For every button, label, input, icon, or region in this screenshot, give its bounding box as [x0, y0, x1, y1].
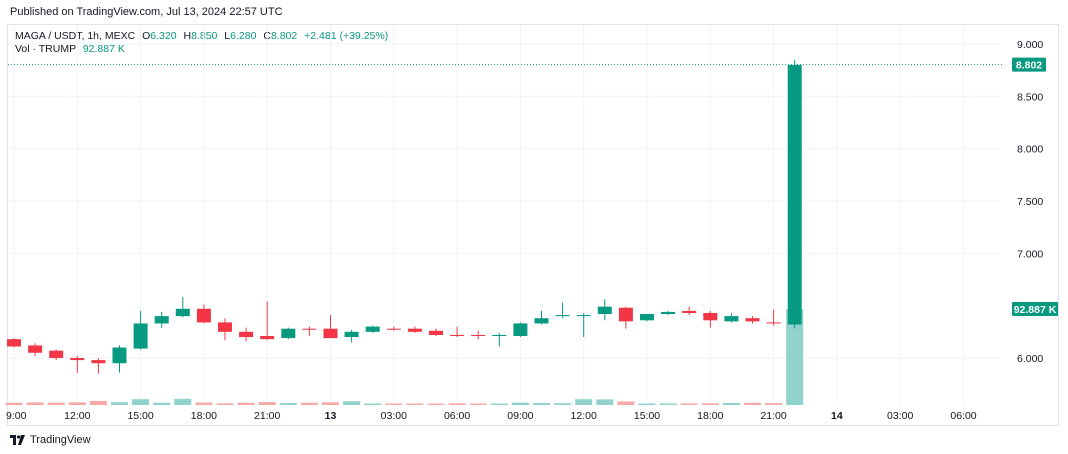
- published-line: Published on TradingView.com, Jul 13, 20…: [10, 6, 283, 18]
- high-value: 8.850: [191, 30, 218, 42]
- tradingview-logo-icon: [10, 435, 25, 445]
- chart-frame: [7, 24, 1059, 426]
- change-value: +2.481 (+39.25%): [304, 30, 389, 42]
- volume-label[interactable]: Vol · TRUMP: [15, 43, 76, 55]
- open-value: 6.320: [150, 30, 177, 42]
- symbol-name[interactable]: MAGA / USDT, 1h, MEXC: [15, 30, 136, 42]
- symbol-legend: MAGA / USDT, 1h, MEXC O6.320 H8.850 L6.2…: [15, 30, 388, 42]
- close-value: 8.802: [270, 30, 298, 42]
- footer-brand[interactable]: TradingView: [30, 434, 91, 446]
- volume-legend: Vol · TRUMP 92.887 K: [15, 43, 125, 55]
- close-label: C: [263, 30, 271, 42]
- open-label: O: [142, 30, 151, 42]
- volume-value: 92.887 K: [82, 43, 125, 55]
- footer: TradingView: [10, 434, 91, 446]
- high-label: H: [183, 30, 192, 42]
- low-value: 6.280: [230, 30, 257, 42]
- low-label: L: [224, 30, 231, 42]
